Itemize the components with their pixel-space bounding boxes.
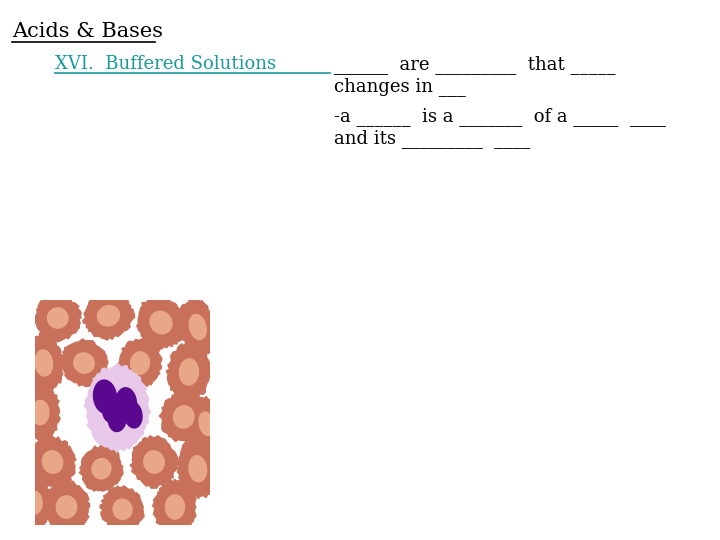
Polygon shape <box>60 339 108 387</box>
Polygon shape <box>166 342 211 402</box>
Text: XVI.  Buffered Solutions: XVI. Buffered Solutions <box>55 55 276 73</box>
Polygon shape <box>159 392 207 443</box>
Polygon shape <box>174 406 194 428</box>
Polygon shape <box>42 451 63 473</box>
Polygon shape <box>130 352 150 374</box>
Polygon shape <box>124 402 142 428</box>
Polygon shape <box>34 295 81 342</box>
Polygon shape <box>130 436 179 488</box>
Polygon shape <box>73 353 94 373</box>
Polygon shape <box>150 311 172 334</box>
Polygon shape <box>189 396 224 451</box>
Text: Acids & Bases: Acids & Bases <box>12 22 163 41</box>
Text: -a ______  is a _______  of a _____  ____: -a ______ is a _______ of a _____ ____ <box>334 107 666 126</box>
Polygon shape <box>24 333 63 393</box>
Polygon shape <box>102 394 122 422</box>
Polygon shape <box>35 350 53 376</box>
Polygon shape <box>109 407 126 431</box>
Text: and its _________  ____: and its _________ ____ <box>334 129 530 148</box>
Polygon shape <box>94 380 117 414</box>
Polygon shape <box>48 308 68 328</box>
Polygon shape <box>118 339 162 389</box>
Polygon shape <box>83 292 135 340</box>
Text: changes in ___: changes in ___ <box>334 77 466 96</box>
Polygon shape <box>199 412 214 435</box>
Polygon shape <box>29 435 76 488</box>
Polygon shape <box>166 495 184 519</box>
Polygon shape <box>79 445 123 491</box>
Polygon shape <box>189 456 207 482</box>
Polygon shape <box>177 438 218 498</box>
Polygon shape <box>97 306 120 326</box>
Polygon shape <box>178 298 217 356</box>
Polygon shape <box>42 481 90 532</box>
Polygon shape <box>32 400 49 424</box>
Polygon shape <box>18 476 52 528</box>
Text: ______  are _________  that _____: ______ are _________ that _____ <box>334 55 616 74</box>
Polygon shape <box>84 364 150 453</box>
Polygon shape <box>92 458 111 479</box>
Polygon shape <box>56 496 77 518</box>
Polygon shape <box>137 296 186 349</box>
Polygon shape <box>153 479 196 535</box>
Polygon shape <box>189 314 206 340</box>
Polygon shape <box>144 451 164 473</box>
Polygon shape <box>28 491 42 514</box>
Polygon shape <box>113 499 132 519</box>
Polygon shape <box>179 359 199 385</box>
Polygon shape <box>115 388 137 419</box>
Polygon shape <box>100 486 144 533</box>
Polygon shape <box>20 384 60 442</box>
